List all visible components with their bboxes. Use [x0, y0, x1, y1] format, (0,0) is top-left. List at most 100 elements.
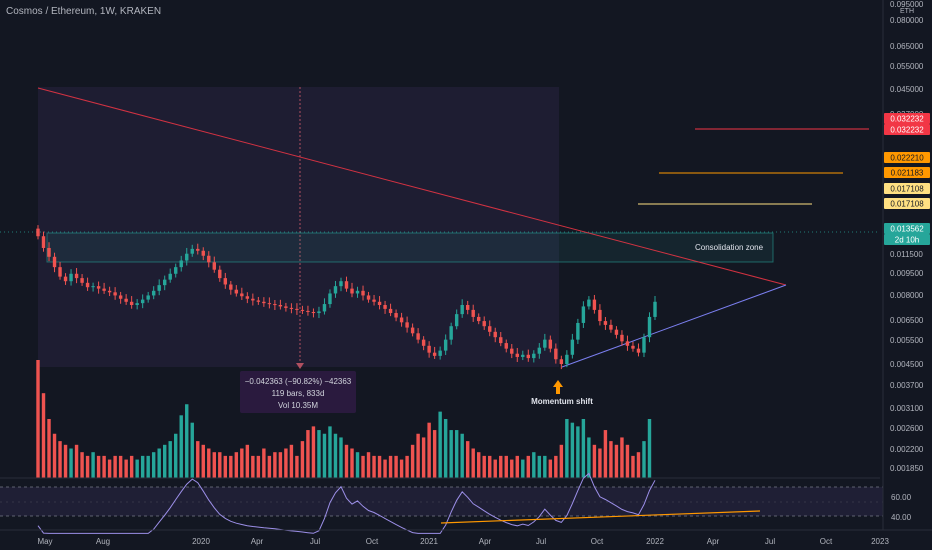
- volume-bar: [543, 455, 547, 478]
- candle-body: [284, 306, 288, 308]
- volume-bars: [36, 360, 652, 478]
- time-axis-label: 2020: [192, 537, 210, 546]
- candle-body: [201, 250, 205, 256]
- volume-bar: [449, 430, 453, 478]
- volume-bar: [124, 459, 128, 478]
- volume-bar: [570, 422, 575, 478]
- candle-body: [118, 295, 123, 299]
- candle-body: [592, 299, 597, 310]
- candle-body: [454, 314, 459, 327]
- candle-body: [554, 348, 558, 360]
- candle-body: [317, 311, 321, 314]
- volume-bar: [151, 452, 156, 478]
- price-badge-text: 0.021183: [891, 169, 924, 178]
- volume-bar: [140, 455, 145, 478]
- rsi-label-60: 60.00: [891, 493, 912, 502]
- candle-body: [102, 288, 106, 291]
- price-badge-text: 0.032232: [890, 115, 924, 124]
- candle-body: [355, 290, 360, 294]
- consolidation-zone-box[interactable]: [46, 232, 774, 263]
- volume-bar: [515, 455, 519, 478]
- candle-body: [41, 236, 46, 248]
- volume-bar: [592, 444, 597, 478]
- volume-bar: [74, 444, 79, 478]
- candle-body: [482, 321, 486, 327]
- candle-body: [251, 298, 255, 301]
- volume-bar: [333, 433, 338, 478]
- candle-body: [218, 269, 222, 279]
- time-axis-label: 2021: [420, 537, 438, 546]
- candle-body: [532, 353, 536, 359]
- candle-body: [449, 326, 453, 340]
- price-axis[interactable]: 0.095000 0.080000 0.065000 0.055000 0.045000…: [890, 0, 924, 473]
- volume-bar: [118, 455, 123, 478]
- candle-body: [598, 309, 602, 322]
- descending-trendline[interactable]: [37, 87, 787, 286]
- volume-bar: [587, 437, 591, 478]
- candle-body: [565, 354, 569, 365]
- consolidation-zone-label: Consolidation zone: [695, 243, 764, 252]
- candle-body: [140, 299, 145, 304]
- candle-body: [300, 309, 305, 311]
- price-badge: [884, 198, 930, 209]
- price-badge: [884, 113, 930, 124]
- candle-body: [168, 273, 172, 280]
- volume-bar: [460, 433, 464, 478]
- rsi-trendline[interactable]: [440, 510, 761, 524]
- volume-bar: [576, 426, 580, 478]
- volume-bar: [614, 444, 619, 478]
- candle-body: [631, 345, 635, 349]
- volume-bar: [521, 459, 525, 478]
- candle-body: [399, 317, 404, 323]
- candle-body: [262, 301, 266, 304]
- price-candles: [36, 225, 657, 370]
- ascending-trendline[interactable]: [561, 284, 787, 368]
- candle-body: [212, 262, 216, 270]
- candle-body: [570, 339, 575, 355]
- rsi-line: [37, 472, 656, 534]
- volume-bar: [207, 448, 211, 478]
- candle-body: [581, 306, 586, 323]
- rsi-band: [0, 487, 883, 516]
- volume-bar: [102, 455, 106, 478]
- volume-bar: [410, 444, 415, 478]
- volume-bar: [559, 444, 564, 478]
- candle-body: [543, 339, 547, 348]
- volume-bar: [609, 441, 613, 478]
- candle-body: [289, 307, 294, 309]
- candle-body: [383, 304, 387, 309]
- volume-bar: [432, 430, 437, 478]
- candle-body: [267, 303, 272, 305]
- candle-body: [350, 288, 354, 294]
- volume-bar: [300, 441, 305, 478]
- candle-body: [603, 321, 608, 325]
- price-axis-label: 0.055000: [890, 62, 924, 71]
- volume-bar: [85, 455, 90, 478]
- candle-body: [625, 341, 630, 346]
- candle-body: [74, 273, 79, 279]
- volume-bar: [229, 455, 233, 478]
- time-axis[interactable]: May Aug 2020 Apr Jul Oct 2021 Apr Jul Oct 2022 Apr J…: [37, 537, 889, 546]
- momentum-arrow-icon: [553, 380, 563, 394]
- measure-change-text: −0.042363 (−90.82%) −42363: [245, 377, 352, 386]
- volume-bar: [179, 415, 183, 478]
- time-axis-label: Oct: [591, 537, 604, 546]
- candle-body: [504, 343, 508, 349]
- candle-body: [576, 322, 580, 340]
- candle-body: [366, 295, 371, 300]
- volume-bar: [372, 455, 376, 478]
- candle-body: [295, 308, 299, 310]
- candle-body: [58, 267, 62, 277]
- candle-body: [311, 311, 316, 314]
- volume-bar: [162, 444, 167, 478]
- volume-bar: [631, 455, 635, 478]
- measure-range-box: [38, 87, 559, 367]
- candle-body: [609, 324, 613, 330]
- candle-body: [587, 299, 591, 307]
- price-axis-label: 0.004500: [890, 360, 924, 369]
- candle-body: [416, 333, 420, 340]
- volume-bar: [416, 433, 420, 478]
- candle-body: [240, 293, 244, 297]
- candle-body: [465, 304, 470, 310]
